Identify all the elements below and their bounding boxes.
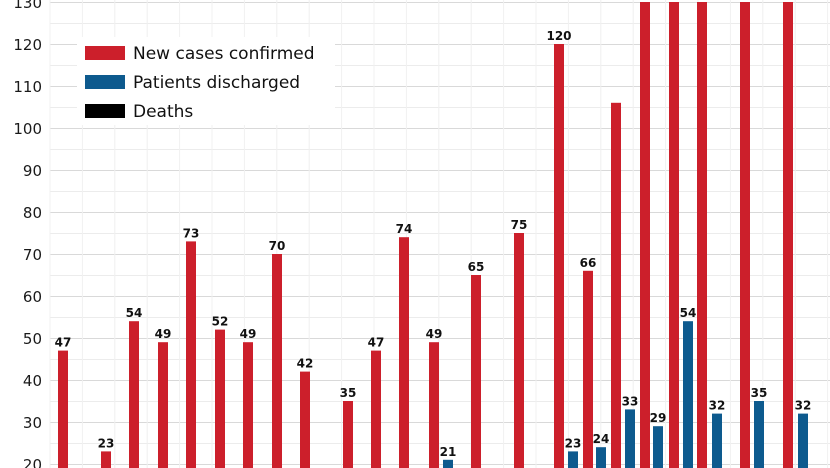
bar-new-cases	[272, 254, 282, 468]
bar-new-cases	[300, 371, 310, 468]
y-tick-label: 110	[13, 78, 42, 96]
data-label-new-cases: 49	[240, 327, 257, 341]
bar-discharged	[596, 447, 606, 468]
bar-new-cases	[640, 2, 650, 468]
bar-new-cases	[429, 342, 439, 468]
bar-discharged	[754, 401, 764, 468]
data-label-new-cases: 73	[183, 226, 200, 240]
bar-new-cases	[101, 451, 111, 468]
legend-swatch-deaths	[85, 104, 125, 118]
bar-discharged	[712, 413, 722, 468]
data-label-new-cases: 66	[580, 256, 597, 270]
bar-new-cases	[215, 329, 225, 468]
y-tick-label: 90	[23, 162, 42, 180]
bar-discharged	[568, 451, 578, 468]
legend-label-new-cases: New cases confirmed	[133, 44, 315, 64]
data-label-new-cases: 47	[368, 336, 385, 350]
bar-new-cases	[783, 2, 793, 468]
data-label-new-cases: 120	[546, 29, 571, 43]
y-tick-label: 130	[13, 0, 42, 12]
bar-new-cases	[514, 233, 524, 468]
y-tick-label: 100	[13, 120, 42, 138]
data-label-new-cases: 74	[396, 222, 413, 236]
data-label-discharged: 29	[650, 411, 667, 425]
data-label-new-cases: 70	[269, 239, 286, 253]
y-tick-label: 20	[23, 456, 42, 468]
bar-new-cases	[129, 321, 139, 468]
data-labels: 47 23 54 49 73 52 49 70 42 35 47 74 49 65 75 120 66 21 23 2…	[55, 29, 812, 459]
data-label-new-cases: 47	[55, 336, 72, 350]
bar-discharged	[653, 426, 663, 468]
legend-label-deaths: Deaths	[133, 102, 193, 122]
bar-new-cases	[669, 2, 679, 468]
bar-new-cases	[399, 237, 409, 468]
data-label-discharged: 23	[565, 436, 582, 450]
data-label-new-cases: 42	[297, 357, 314, 371]
data-label-discharged: 35	[751, 386, 768, 400]
legend-label-discharged: Patients discharged	[133, 73, 300, 93]
data-label-discharged: 24	[593, 432, 610, 446]
bars	[58, 2, 808, 468]
data-label-new-cases: 49	[155, 327, 172, 341]
bar-new-cases	[583, 270, 593, 468]
data-label-discharged: 54	[680, 306, 697, 320]
bar-discharged	[683, 321, 693, 468]
data-label-discharged: 32	[709, 399, 726, 413]
bar-new-cases	[371, 350, 381, 468]
data-label-new-cases: 52	[212, 315, 229, 329]
data-label-new-cases: 49	[426, 327, 443, 341]
legend-swatch-new-cases	[85, 46, 125, 60]
bar-new-cases	[554, 44, 564, 468]
bar-discharged	[625, 409, 635, 468]
y-tick-label: 70	[23, 246, 42, 264]
y-tick-label: 30	[23, 414, 42, 432]
bar-new-cases	[186, 241, 196, 468]
bar-new-cases	[343, 401, 353, 468]
bar-discharged	[798, 413, 808, 468]
y-tick-label: 60	[23, 288, 42, 306]
bar-new-cases	[158, 342, 168, 468]
bar-new-cases	[471, 275, 481, 468]
bar-new-cases	[243, 342, 253, 468]
data-label-new-cases: 23	[98, 436, 115, 450]
bar-new-cases	[58, 350, 68, 468]
bar-discharged	[443, 459, 453, 468]
data-label-new-cases: 65	[468, 260, 485, 274]
data-label-discharged: 33	[622, 394, 639, 408]
bar-new-cases	[611, 102, 621, 468]
y-tick-label: 120	[13, 36, 42, 54]
y-axis: 20 30 40 50 60 70 80 90 100 110 120 130	[13, 0, 42, 468]
legend: New cases confirmed Patients discharged …	[77, 37, 335, 125]
legend-swatch-discharged	[85, 75, 125, 89]
bar-new-cases	[697, 2, 707, 468]
data-label-discharged: 21	[440, 445, 457, 459]
data-label-new-cases: 35	[340, 386, 357, 400]
data-label-discharged: 32	[795, 399, 812, 413]
data-label-new-cases: 75	[511, 218, 528, 232]
data-label-new-cases: 54	[126, 306, 143, 320]
bar-new-cases	[740, 2, 750, 468]
y-tick-label: 80	[23, 204, 42, 222]
y-tick-label: 40	[23, 372, 42, 390]
y-tick-label: 50	[23, 330, 42, 348]
